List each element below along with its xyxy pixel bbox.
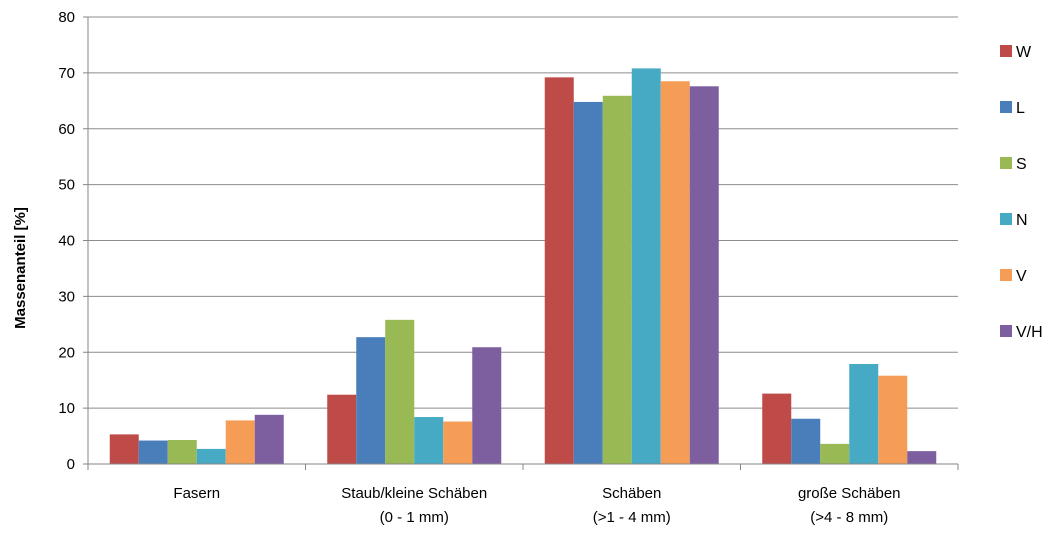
x-tick-label: (>4 - 8 mm) (810, 509, 888, 526)
bar-S-0 (167, 439, 197, 464)
x-tick-label: Fasern (173, 485, 220, 502)
x-axis-ticks: Fasern Staub/kleine Schäben (0 - 1 mm) Schä… (87, 464, 959, 526)
legend-item-S[interactable]: S (1000, 156, 1027, 173)
legend-swatch (1000, 213, 1012, 225)
x-tick-label: große Schäben (798, 485, 901, 502)
bar-W-0 (109, 434, 139, 464)
bar-VH-2 (689, 86, 719, 464)
legend-swatch (1000, 101, 1012, 113)
legend-swatch (1000, 269, 1012, 281)
bar-N-1 (414, 417, 444, 464)
y-tick-label: 20 (58, 344, 75, 361)
x-tick-label: (>1 - 4 mm) (593, 509, 671, 526)
y-tick-label: 40 (58, 233, 75, 250)
bar-V-0 (225, 420, 255, 464)
x-tick-label: (0 - 1 mm) (380, 509, 449, 526)
y-axis-ticks: 0 10 20 30 40 50 60 70 80 (58, 9, 88, 473)
legend-label: S (1016, 156, 1027, 173)
bar-V-3 (878, 375, 908, 464)
legend[interactable]: W L S N V V/H (1000, 44, 1043, 341)
y-tick-label: 70 (58, 65, 75, 82)
legend-item-V[interactable]: V (1000, 268, 1027, 285)
y-tick-label: 50 (58, 177, 75, 194)
bar-V-2 (660, 81, 690, 464)
bar-VH-3 (907, 451, 937, 464)
x-tick-label: Schäben (602, 485, 661, 502)
bar-L-1 (356, 337, 386, 464)
bar-V-1 (443, 421, 473, 464)
bar-N-0 (196, 448, 226, 464)
y-axis-label: Massenanteil [%] (12, 207, 29, 329)
legend-swatch (1000, 157, 1012, 169)
y-tick-label: 30 (58, 288, 75, 305)
legend-label: N (1016, 212, 1028, 229)
gridlines (88, 16, 958, 409)
y-tick-label: 0 (67, 456, 75, 473)
legend-label: W (1016, 44, 1032, 61)
legend-item-W[interactable]: W (1000, 44, 1032, 61)
bar-S-1 (385, 319, 415, 464)
legend-swatch (1000, 45, 1012, 57)
bar-W-1 (327, 394, 357, 464)
bars (109, 68, 937, 465)
legend-item-L[interactable]: L (1000, 100, 1025, 117)
legend-label: V/H (1016, 324, 1043, 341)
legend-label: L (1016, 100, 1025, 117)
bar-N-3 (849, 363, 879, 464)
bar-N-2 (631, 68, 661, 464)
bar-VH-0 (254, 414, 284, 464)
y-tick-label: 60 (58, 121, 75, 138)
legend-swatch (1000, 325, 1012, 337)
bar-L-0 (138, 440, 168, 464)
legend-label: V (1016, 268, 1027, 285)
bar-S-2 (602, 95, 632, 464)
bar-VH-1 (472, 347, 502, 464)
bar-L-3 (791, 418, 821, 464)
y-tick-label: 80 (58, 9, 75, 26)
x-tick-label: Staub/kleine Schäben (341, 485, 487, 502)
bar-L-2 (573, 101, 603, 465)
bar-W-2 (544, 77, 574, 464)
y-tick-label: 10 (58, 400, 75, 417)
legend-item-VH[interactable]: V/H (1000, 324, 1043, 341)
legend-item-N[interactable]: N (1000, 212, 1028, 229)
bar-S-3 (820, 443, 850, 464)
bar-W-3 (762, 393, 792, 464)
